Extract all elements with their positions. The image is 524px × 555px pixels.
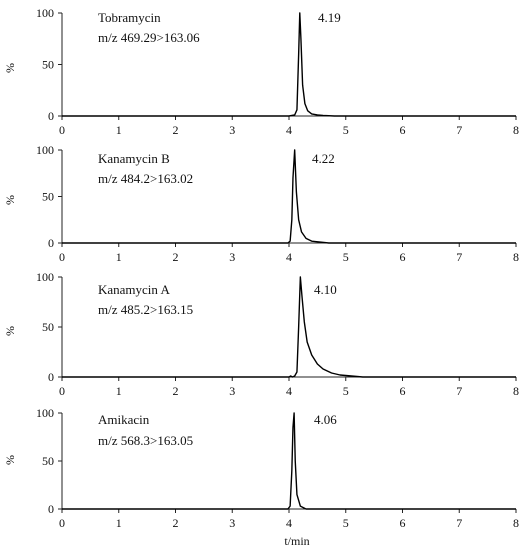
x-tick-label: 5 xyxy=(343,384,349,398)
x-tick-label: 6 xyxy=(400,250,406,264)
y-axis-label: % xyxy=(3,326,17,336)
panel-compound-title: Tobramycin xyxy=(98,10,161,25)
y-tick-label: 100 xyxy=(36,6,54,20)
chromatogram-trace xyxy=(62,12,516,117)
x-tick-label: 5 xyxy=(343,516,349,530)
chromatogram-panel-2: 0 50 100 0 1 2 3 4 5 6 7 8% Kanamycin B m/z 484.2>163… xyxy=(3,143,519,264)
x-tick-label: 4 xyxy=(286,384,292,398)
x-tick-label: 8 xyxy=(513,250,519,264)
x-tick-label: 2 xyxy=(173,250,179,264)
y-tick-label: 0 xyxy=(48,502,54,516)
x-tick-label: 2 xyxy=(173,123,179,137)
panel-compound-title: Amikacin xyxy=(98,412,150,427)
chromatogram-panel-3: 0 50 100 0 1 2 3 4 5 6 7 8% Kanamycin A m/z 485.2>163… xyxy=(3,270,519,398)
panel-compound-title: Kanamycin B xyxy=(98,151,170,166)
x-tick-label: 1 xyxy=(116,123,122,137)
panel-mz-transition: m/z 485.2>163.15 xyxy=(98,302,193,317)
y-tick-label: 0 xyxy=(48,236,54,250)
x-tick-label: 8 xyxy=(513,384,519,398)
x-tick-label: 4 xyxy=(286,250,292,264)
x-tick-label: 4 xyxy=(286,516,292,530)
y-tick-label: 100 xyxy=(36,143,54,157)
chromatogram-panel-4: 0 50 100 0 1 2 3 4 5 6 7 8% Amikacin m/z 568.3>163.05… xyxy=(3,406,519,548)
x-tick-label: 7 xyxy=(456,250,462,264)
x-tick-label: 6 xyxy=(400,384,406,398)
x-tick-label: 3 xyxy=(229,250,235,264)
x-tick-label: 4 xyxy=(286,123,292,137)
x-tick-label: 6 xyxy=(400,516,406,530)
y-tick-label: 0 xyxy=(48,370,54,384)
x-tick-label: 0 xyxy=(59,250,65,264)
x-tick-label: 1 xyxy=(116,516,122,530)
chromatogram-panel-1: 0 50 100 0 1 2 3 4 5 6 7 8% Tobramycin m/z 469.29>163… xyxy=(3,6,519,137)
peak-retention-label: 4.10 xyxy=(314,282,337,297)
panel-mz-transition: m/z 469.29>163.06 xyxy=(98,30,200,45)
chromatogram-trace xyxy=(62,412,516,510)
y-tick-label: 100 xyxy=(36,406,54,420)
x-tick-label: 5 xyxy=(343,250,349,264)
x-tick-label: 3 xyxy=(229,123,235,137)
y-tick-label: 100 xyxy=(36,270,54,284)
x-tick-label: 5 xyxy=(343,123,349,137)
x-tick-label: 1 xyxy=(116,250,122,264)
x-tick-label: 0 xyxy=(59,384,65,398)
x-tick-label: 7 xyxy=(456,123,462,137)
y-axis-label: % xyxy=(3,195,17,205)
peak-retention-label: 4.06 xyxy=(314,412,337,427)
panel-mz-transition: m/z 568.3>163.05 xyxy=(98,433,193,448)
y-tick-label: 50 xyxy=(42,190,54,204)
y-axis-label: % xyxy=(3,455,17,465)
x-tick-label: 7 xyxy=(456,516,462,530)
y-axis-label: % xyxy=(3,63,17,73)
x-tick-label: 3 xyxy=(229,516,235,530)
x-tick-label: 3 xyxy=(229,384,235,398)
y-tick-label: 0 xyxy=(48,109,54,123)
peak-retention-label: 4.22 xyxy=(312,151,335,166)
x-axis-label: t/min xyxy=(284,534,309,548)
y-tick-label: 50 xyxy=(42,58,54,72)
chromatogram-trace xyxy=(62,149,516,244)
x-tick-label: 1 xyxy=(116,384,122,398)
chromatogram-trace xyxy=(62,276,516,378)
x-tick-label: 8 xyxy=(513,516,519,530)
panel-mz-transition: m/z 484.2>163.02 xyxy=(98,171,193,186)
y-tick-label: 50 xyxy=(42,320,54,334)
x-tick-label: 2 xyxy=(173,384,179,398)
peak-retention-label: 4.19 xyxy=(318,10,341,25)
x-tick-label: 0 xyxy=(59,516,65,530)
x-tick-label: 6 xyxy=(400,123,406,137)
x-tick-label: 2 xyxy=(173,516,179,530)
panel-compound-title: Kanamycin A xyxy=(98,282,170,297)
y-tick-label: 50 xyxy=(42,454,54,468)
x-tick-label: 8 xyxy=(513,123,519,137)
x-tick-label: 7 xyxy=(456,384,462,398)
x-tick-label: 0 xyxy=(59,123,65,137)
